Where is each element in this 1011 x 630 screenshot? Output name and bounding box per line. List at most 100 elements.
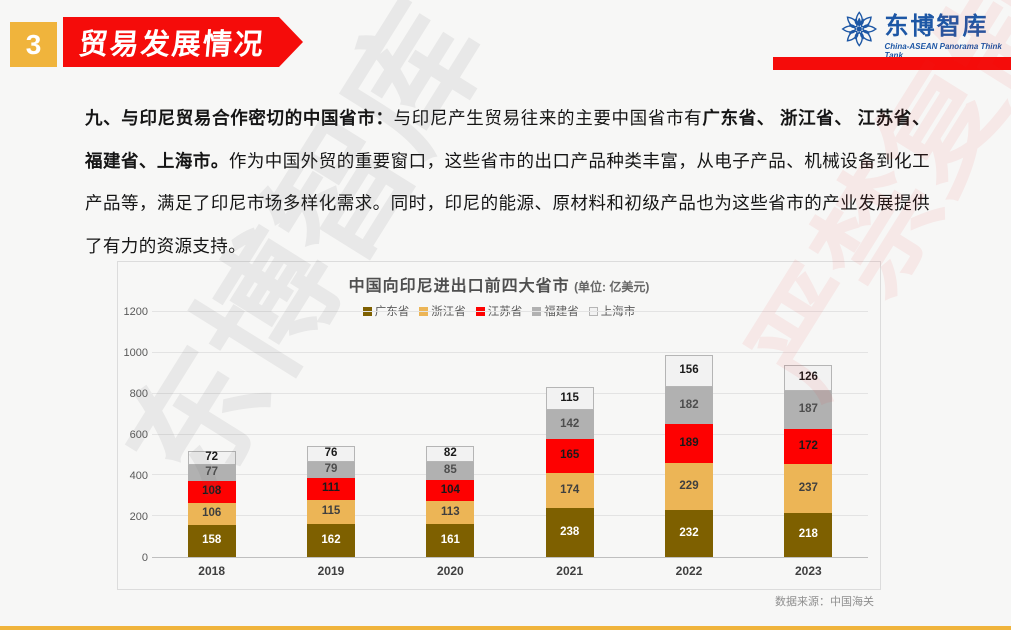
legend-label: 上海市 [600,306,636,318]
chart: 中国向印尼进出口前四大省市 (单位: 亿美元) 广东省 浙江省 江苏省 福建省 上海市 … [117,261,881,590]
legend-label: 江苏省 [487,306,523,318]
bar-segment-江苏省: 104 [426,479,475,502]
segment-value: 72 [205,451,219,464]
y-axis-label: 1000 [123,347,148,359]
y-axis-label: 800 [129,388,148,401]
paragraph-segment: 与印尼产生贸易往来的主要中国省市有 [393,108,703,128]
x-axis-label-2018: 2018 [198,564,226,578]
header-red-bar [773,57,1011,70]
x-axis-label-2019: 2019 [317,564,345,578]
source-note: 数据来源：中国海关 [775,596,874,608]
segment-value: 238 [560,525,580,538]
gridline [152,433,868,435]
segment-value: 174 [560,483,580,496]
logo-text: 东博智库 China-ASEAN Panorama Think Tank [884,8,1011,61]
segment-value: 106 [202,507,222,520]
x-axis-label-2021: 2021 [556,564,584,578]
legend-label: 浙江省 [431,306,466,318]
plot-area: 158 106 108 77 72 162 115 111 79 76 161 113 104 85 82 2… [152,311,868,558]
page-number: 3 [25,28,42,60]
segment-value: 218 [798,528,818,540]
bar-segment-江苏省: 172 [784,429,833,465]
section-title: 贸易发展情况 [77,29,267,61]
gridline [152,351,868,353]
segment-value: 237 [798,481,818,494]
x-axis-label-2020: 2020 [436,564,464,578]
x-axis: 2018 2019 2020 2021 2022 2023 [152,564,868,580]
segment-value: 187 [798,403,818,416]
bar-segment-福建省: 187 [784,390,833,429]
segment-value: 142 [560,417,580,430]
bar-segment-江苏省: 189 [665,424,713,463]
bar-segment-江苏省: 165 [545,439,594,473]
bar-segment-福建省: 142 [545,410,594,440]
bar-segment-浙江省: 174 [545,472,594,509]
chart-title-text: 中国向印尼进出口前四大省市 [348,278,570,295]
bar-2021: 238 174 165 142 115 [545,312,594,557]
gridline [152,311,868,312]
segment-value: 113 [441,505,460,518]
chart-title: 中国向印尼进出口前四大省市 (单位: 亿美元) [118,272,880,296]
gridline [152,392,868,394]
y-axis-label: 600 [129,429,148,441]
bottom-accent-bar [0,626,1011,630]
bar-segment-上海市: 76 [307,446,355,462]
bar-segment-浙江省: 237 [784,464,833,513]
bar-segment-浙江省: 115 [307,500,355,524]
bar-segment-江苏省: 108 [187,481,236,504]
segment-value: 165 [560,449,580,462]
segment-value: 104 [440,483,460,496]
segment-value: 85 [443,464,457,477]
bar-segment-浙江省: 113 [426,501,475,525]
legend-label: 福建省 [544,306,579,318]
bar-segment-江苏省: 111 [307,477,355,501]
segment-value: 232 [679,526,699,539]
bar-2019: 162 115 111 79 76 [307,312,355,557]
bar-2023: 218 237 172 187 126 [784,312,833,557]
segment-value: 115 [560,391,579,404]
segment-value: 76 [324,447,338,460]
bar-segment-上海市: 115 [545,386,594,411]
bar-segment-福建省: 77 [187,465,236,482]
section-banner: 贸易发展情况 [63,17,303,67]
y-axis-label: 0 [141,552,148,564]
bar-segment-广东省: 162 [307,523,355,557]
segment-value: 229 [679,479,699,492]
segment-value: 161 [440,533,460,546]
y-axis-label: 1200 [123,306,148,318]
y-axis-label: 400 [129,470,148,483]
segment-value: 182 [679,398,699,411]
bar-segment-上海市: 126 [784,365,833,391]
bar-segment-广东省: 238 [545,508,594,557]
logo-subtitle: China-ASEAN Panorama Think Tank [884,42,1002,60]
segment-value: 79 [324,462,338,475]
gridline [152,474,868,476]
segment-value: 189 [679,436,699,449]
bar-segment-上海市: 72 [187,450,236,466]
y-axis-label: 200 [129,511,148,524]
segment-value: 126 [798,371,818,384]
gridline [152,515,868,517]
bar-segment-上海市: 156 [665,355,713,388]
paragraph-segment: 广东省、 浙江省、 江苏省、福建省、上海市。 [85,108,930,171]
legend-label: 广东省 [374,306,410,318]
bar-segment-广东省: 158 [187,524,236,557]
bar-segment-上海市: 82 [426,445,475,463]
paragraph-segment: 九、与印尼贸易合作密切的中国省市： [85,108,394,128]
x-axis-label-2022: 2022 [675,564,703,578]
segment-value: 77 [205,466,219,479]
segment-value: 82 [443,447,457,460]
segment-value: 111 [322,482,340,495]
bar-2018: 158 106 108 77 72 [187,312,236,557]
logo: 东博智库 China-ASEAN Panorama Think Tank [840,8,1011,60]
chart-unit-label: (单位: 亿美元) [574,280,650,294]
segment-value: 158 [202,534,222,547]
page-number-badge: 3 [10,22,57,67]
segment-value: 162 [321,533,341,546]
body-paragraph: 九、与印尼贸易合作密切的中国省市：与印尼产生贸易往来的主要中国省市有广东省、 浙… [85,97,930,267]
bar-segment-福建省: 182 [665,387,713,425]
segment-value: 115 [321,505,341,518]
bar-segment-浙江省: 229 [665,462,713,510]
segment-value: 172 [798,439,818,452]
